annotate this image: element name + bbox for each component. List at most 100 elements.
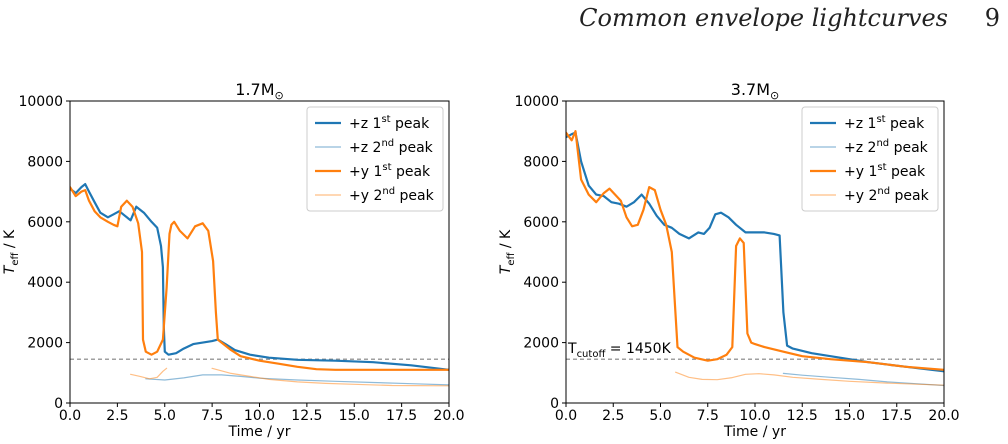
legend-label-tail: peak — [394, 140, 434, 156]
y-axis-label-sub: eff — [506, 251, 517, 265]
legend-label-sup: st — [382, 162, 391, 173]
x-tick-label: 17.5 — [881, 408, 912, 424]
legend-label-main: +y 2 — [349, 188, 382, 204]
y-axis-label-unit: / K — [2, 229, 18, 253]
x-tick-label: 12.5 — [787, 408, 818, 424]
legend-label: +y 2nd peak — [844, 186, 930, 204]
cutoff-annotation-sub: cutoff — [577, 349, 607, 360]
running-head: Common envelope lightcurves 9 — [0, 4, 1008, 44]
x-tick-label: 20.0 — [433, 408, 464, 424]
y-axis-label-unit: / K — [498, 229, 514, 253]
running-head-title: Common envelope lightcurves — [579, 4, 948, 32]
legend-label-sup: st — [876, 114, 885, 125]
y-tick-label: 6000 — [523, 215, 559, 231]
y-tick-label: 10000 — [514, 94, 559, 110]
y-tick-label: 4000 — [523, 275, 559, 291]
legend-label: +z 2nd peak — [844, 138, 929, 156]
series-line-0 — [566, 131, 944, 373]
x-tick-label: 7.5 — [697, 408, 719, 424]
panel-title-solar-symbol: ⊙ — [770, 89, 779, 102]
x-tick-label: 0.0 — [555, 408, 577, 424]
legend-label-sup: nd — [382, 186, 395, 197]
x-tick-label: 5.0 — [649, 408, 671, 424]
legend-label: +z 2nd peak — [349, 138, 434, 156]
x-axis-label: Time / yr — [723, 424, 786, 440]
chart-panel-left: 0.0 2.5 5.0 7.5 10.0 12.5 15.0 17.5 20.0 0 2000 400… — [2, 80, 465, 440]
legend-label-tail: peak — [391, 116, 431, 132]
panel-title: 1.7M⊙ — [235, 80, 283, 102]
chart-panel-right: Tcutoff = 1450K 0.0 2.5 5.0 7.5 10.0 12.5 15.0 1… — [498, 80, 960, 440]
legend-label: +z 1st peak — [349, 114, 430, 132]
series-line-1 — [782, 372, 944, 387]
cutoff-annotation-value: = 1450K — [605, 341, 671, 357]
x-tick-label: 2.5 — [602, 408, 624, 424]
legend-label-tail: peak — [886, 116, 926, 132]
panel-title-solar-symbol: ⊙ — [275, 89, 284, 102]
legend-label: +y 1st peak — [844, 162, 926, 180]
x-tick-label: 10.0 — [739, 408, 770, 424]
series-line-4 — [211, 367, 449, 387]
legend-label-sup: nd — [381, 138, 394, 149]
legend-label-tail: peak — [890, 188, 930, 204]
series-line-2 — [566, 130, 944, 371]
x-tick-label: 10.0 — [244, 408, 275, 424]
y-axis-label-symbol: T — [2, 264, 18, 274]
x-tick-label: 20.0 — [928, 408, 959, 424]
legend-label: +y 1st peak — [349, 162, 431, 180]
x-axis-label: Time / yr — [228, 424, 291, 440]
y-tick-label: 2000 — [27, 336, 63, 352]
x-tick-label: 12.5 — [291, 408, 322, 424]
panel-title-mass: 1.7M — [235, 80, 274, 99]
x-tick-label: 17.5 — [386, 408, 417, 424]
series-line-1 — [145, 374, 449, 386]
legend-label-sup: nd — [876, 138, 889, 149]
legend-label-main: +z 2 — [844, 140, 876, 156]
y-tick-label: 0 — [54, 396, 63, 412]
legend-label-tail: peak — [392, 164, 432, 180]
y-axis-label: Teff / K — [498, 229, 517, 274]
panel-title-mass: 3.7M — [731, 80, 770, 99]
x-tick-label: 5.0 — [154, 408, 176, 424]
y-tick-label: 0 — [550, 396, 559, 412]
series-line-2 — [70, 186, 449, 371]
series-line-3 — [675, 371, 944, 386]
legend-label-tail: peak — [395, 188, 435, 204]
legend-label-main: +y 1 — [844, 164, 877, 180]
legend-label-tail: peak — [887, 164, 927, 180]
legend-label-sup: nd — [877, 186, 890, 197]
legend-label-main: +z 1 — [349, 116, 381, 132]
cutoff-annotation: Tcutoff = 1450K — [567, 341, 672, 360]
x-tick-label: 7.5 — [201, 408, 223, 424]
legend-label-main: +z 1 — [844, 116, 876, 132]
cutoff-annotation-symbol: T — [567, 341, 577, 357]
legend: +z 1st peak+z 2nd peak+y 1st peak+y 2nd … — [801, 106, 939, 212]
legend-label-sup: st — [877, 162, 886, 173]
series-group — [566, 130, 944, 387]
x-tick-label: 2.5 — [106, 408, 128, 424]
legend-label-main: +y 1 — [349, 164, 382, 180]
legend-label-tail: peak — [889, 140, 929, 156]
x-tick-label: 0.0 — [59, 408, 81, 424]
y-tick-label: 2000 — [523, 336, 559, 352]
series-group — [70, 183, 449, 387]
x-tick-label: 15.0 — [339, 408, 370, 424]
y-tick-label: 10000 — [18, 94, 63, 110]
y-axis-label: Teff / K — [2, 229, 21, 274]
x-tick-label: 15.0 — [834, 408, 865, 424]
page-number: 9 — [984, 4, 1000, 32]
y-tick-label: 8000 — [27, 154, 63, 170]
legend-label-main: +y 2 — [844, 188, 877, 204]
legend-box — [306, 106, 444, 212]
y-tick-label: 4000 — [27, 275, 63, 291]
legend-box — [801, 106, 939, 212]
legend-label: +y 2nd peak — [349, 186, 435, 204]
legend-label: +z 1st peak — [844, 114, 925, 132]
y-tick-label: 8000 — [523, 154, 559, 170]
y-tick-label: 6000 — [27, 215, 63, 231]
y-axis-label-sub: eff — [10, 251, 21, 265]
panel-title: 3.7M⊙ — [731, 80, 779, 102]
legend: +z 1st peak+z 2nd peak+y 1st peak+y 2nd … — [306, 106, 444, 212]
y-axis-label-symbol: T — [498, 264, 514, 274]
series-line-0 — [70, 183, 449, 371]
